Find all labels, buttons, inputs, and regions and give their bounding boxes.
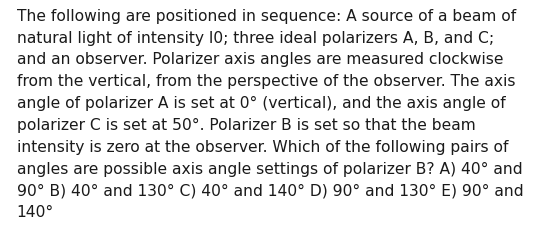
Text: and an observer. Polarizer axis angles are measured clockwise: and an observer. Polarizer axis angles a… (17, 52, 503, 67)
Text: 90° B) 40° and 130° C) 40° and 140° D) 90° and 130° E) 90° and: 90° B) 40° and 130° C) 40° and 140° D) 9… (17, 183, 523, 198)
Text: natural light of intensity I0; three ideal polarizers A, B, and C;: natural light of intensity I0; three ide… (17, 30, 494, 46)
Text: polarizer C is set at 50°. Polarizer B is set so that the beam: polarizer C is set at 50°. Polarizer B i… (17, 118, 475, 132)
Text: 140°: 140° (17, 204, 54, 220)
Text: The following are positioned in sequence: A source of a beam of: The following are positioned in sequence… (17, 9, 516, 24)
Text: intensity is zero at the observer. Which of the following pairs of: intensity is zero at the observer. Which… (17, 139, 508, 154)
Text: angle of polarizer A is set at 0° (vertical), and the axis angle of: angle of polarizer A is set at 0° (verti… (17, 96, 506, 111)
Text: angles are possible axis angle settings of polarizer B? A) 40° and: angles are possible axis angle settings … (17, 161, 522, 176)
Text: from the vertical, from the perspective of the observer. The axis: from the vertical, from the perspective … (17, 74, 515, 89)
